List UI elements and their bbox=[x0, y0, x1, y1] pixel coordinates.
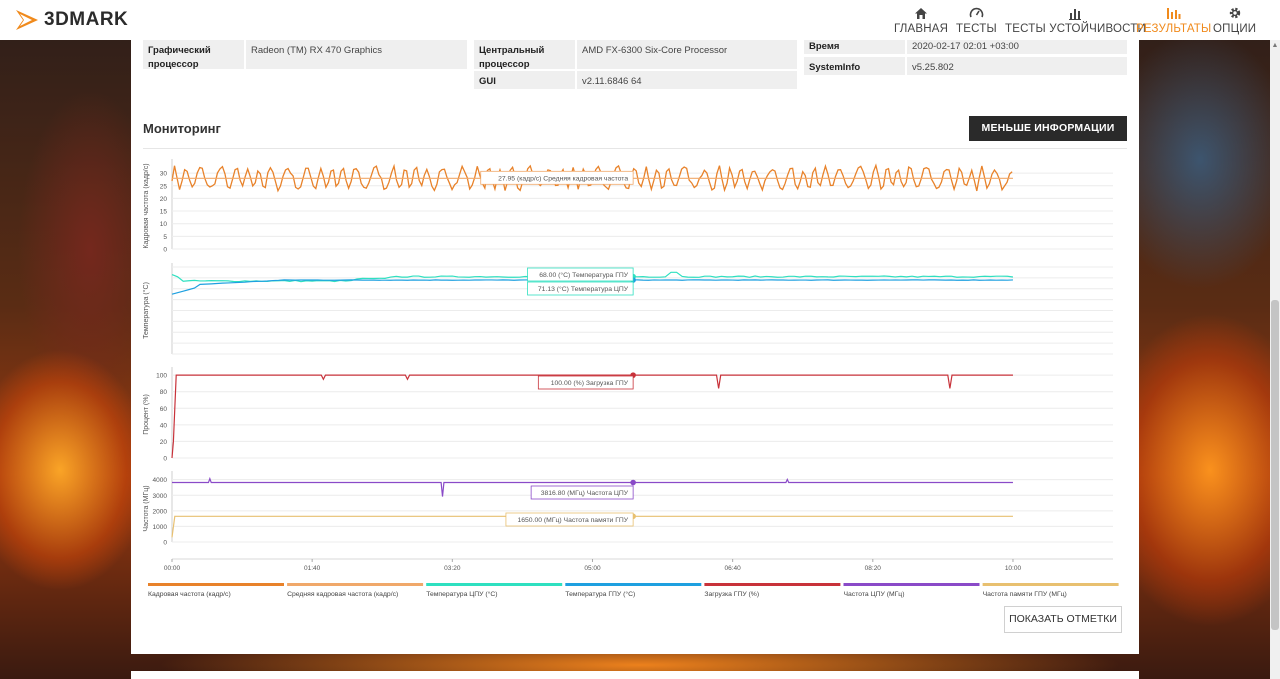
legend-label: Температура ГПУ (°C) bbox=[565, 590, 635, 598]
y-tick-label: 3000 bbox=[153, 493, 168, 500]
sysinfo-value: v5.25.802 bbox=[907, 57, 1127, 75]
monitoring-chart-svg: 0 5 10 15 20 25 30 Кадровая частота (кадр/с) 27.… bbox=[142, 159, 1119, 598]
y-tick-label: 15 bbox=[160, 209, 168, 216]
series-line bbox=[171, 374, 1013, 459]
y-axis-label: Процент (%) bbox=[143, 394, 150, 435]
y-tick-label: 1000 bbox=[153, 524, 168, 531]
legend-swatch bbox=[704, 583, 841, 586]
logo[interactable]: 3DMARK bbox=[14, 8, 128, 32]
nav-options[interactable]: ОПЦИИ bbox=[1213, 0, 1256, 35]
x-tick-label: 08:20 bbox=[865, 565, 882, 572]
stress-bars-icon bbox=[1068, 5, 1082, 21]
y-tick-label: 100 bbox=[156, 373, 167, 380]
legend-label: Кадровая частота (кадр/с) bbox=[148, 591, 231, 598]
y-tick-label: 0 bbox=[163, 247, 167, 254]
y-tick-label: 60 bbox=[160, 406, 168, 413]
tooltip-box bbox=[527, 267, 634, 282]
x-tick-label: 10:00 bbox=[1005, 565, 1022, 572]
y-tick-label: 80 bbox=[160, 389, 168, 396]
time-label: Время bbox=[804, 40, 905, 54]
y-tick-label: 40 bbox=[160, 422, 168, 429]
legend-swatch bbox=[843, 583, 980, 586]
legend-swatch bbox=[287, 583, 424, 586]
series-line bbox=[172, 476, 1013, 497]
tooltip-text: 1650.00 (МГц) Частота памяти ГПУ bbox=[517, 517, 628, 524]
tooltip-text: 100.00 (%) Загрузка ГПУ bbox=[551, 380, 629, 387]
cpu-value: AMD FX-6300 Six-Core Processor bbox=[577, 40, 797, 69]
tooltip-box bbox=[537, 375, 634, 390]
gui-label: GUI bbox=[474, 71, 575, 89]
nav-label: РЕЗУЛЬТАТЫ bbox=[1136, 23, 1212, 35]
x-tick-label: 03:20 bbox=[444, 565, 461, 572]
sysinfo-label: SystemInfo bbox=[804, 57, 905, 75]
y-tick-label: 20 bbox=[160, 196, 168, 203]
y-tick-label: 30 bbox=[160, 171, 168, 178]
next-panel bbox=[131, 671, 1139, 679]
gui-value: v2.11.6846 64 bbox=[577, 71, 797, 89]
monitoring-title: Мониторинг bbox=[143, 121, 221, 136]
y-tick-label: 25 bbox=[160, 183, 168, 190]
tooltip-text: 3816.80 (МГц) Частота ЦПУ bbox=[541, 490, 629, 497]
logo-flame-icon bbox=[16, 10, 38, 30]
tooltip-box bbox=[527, 281, 634, 296]
top-bar: 3DMARK ГЛАВНАЯ ТЕСТЫ ТЕСТЫ УСТОЙЧИВОСТИ … bbox=[0, 0, 1280, 40]
nav-label: ГЛАВНАЯ bbox=[894, 23, 949, 35]
legend-swatch bbox=[148, 583, 284, 586]
nav-label: ОПЦИИ bbox=[1213, 23, 1257, 35]
legend-label: Загрузка ГПУ (%) bbox=[704, 591, 759, 598]
y-tick-label: 0 bbox=[163, 456, 167, 463]
series-line bbox=[171, 515, 1013, 538]
marker-dot bbox=[630, 479, 636, 486]
tooltip-text: 27.95 (кадр/с) Средняя кадровая частота bbox=[498, 175, 628, 182]
nav-home[interactable]: ГЛАВНАЯ bbox=[894, 0, 948, 35]
legend-label: Частота памяти ГПУ (МГц) bbox=[983, 591, 1067, 598]
nav-results[interactable]: РЕЗУЛЬТАТЫ bbox=[1136, 0, 1211, 35]
monitoring-chart: 0 5 10 15 20 25 30 Кадровая частота (кадр/с) 27.… bbox=[142, 148, 1127, 600]
nav-stress-tests[interactable]: ТЕСТЫ УСТОЙЧИВОСТИ bbox=[1005, 0, 1146, 35]
y-tick-label: 0 bbox=[163, 540, 167, 547]
y-axis-label: Кадровая частота (кадр/с) bbox=[143, 163, 150, 248]
gpu-value: Radeon (TM) RX 470 Graphics bbox=[246, 40, 467, 69]
tooltip-text: 71.13 (°C) Температура ЦПУ bbox=[538, 285, 629, 293]
legend-label: Средняя кадровая частота (кадр/с) bbox=[287, 591, 398, 598]
tooltip-box bbox=[505, 512, 634, 527]
x-tick-label: 01:40 bbox=[304, 565, 321, 572]
y-axis-label: Температура (°C) bbox=[143, 282, 150, 339]
y-axis-label: Частота (МГц) bbox=[143, 485, 150, 531]
x-tick-label: 06:40 bbox=[725, 565, 742, 572]
legend-swatch bbox=[565, 583, 702, 586]
legend-swatch bbox=[982, 583, 1119, 586]
tooltip-box bbox=[530, 485, 634, 500]
y-tick-label: 5 bbox=[163, 234, 167, 241]
nav-tests[interactable]: ТЕСТЫ bbox=[956, 0, 997, 35]
results-panel bbox=[131, 40, 1139, 654]
gauge-icon bbox=[969, 5, 984, 21]
nav-label: ТЕСТЫ bbox=[956, 23, 997, 35]
legend-label: Частота ЦПУ (МГц) bbox=[844, 591, 905, 598]
legend-swatch bbox=[426, 583, 563, 586]
home-icon bbox=[914, 5, 928, 21]
results-bars-icon bbox=[1166, 5, 1181, 21]
show-marks-button[interactable]: ПОКАЗАТЬ ОТМЕТКИ bbox=[1004, 606, 1122, 633]
legend-label: Температура ЦПУ (°C) bbox=[426, 590, 497, 598]
y-tick-label: 4000 bbox=[153, 477, 168, 484]
scrollbar-thumb[interactable] bbox=[1271, 300, 1279, 630]
less-info-button[interactable]: МЕНЬШЕ ИНФОРМАЦИИ bbox=[969, 116, 1127, 141]
x-tick-label: 00:00 bbox=[164, 565, 181, 572]
time-value: 2020-02-17 02:01 +03:00 bbox=[907, 40, 1127, 54]
logo-text: 3DMARK bbox=[44, 9, 129, 30]
tooltip-text: 68.00 (°C) Температура ГПУ bbox=[539, 271, 629, 279]
x-tick-label: 05:00 bbox=[584, 565, 601, 572]
tooltip-box bbox=[480, 170, 634, 185]
y-tick-label: 10 bbox=[160, 221, 168, 228]
gear-icon bbox=[1228, 5, 1242, 21]
scroll-up-arrow-icon[interactable]: ▲ bbox=[1271, 42, 1279, 49]
gpu-label: Графический процессор bbox=[143, 40, 244, 70]
cpu-label: Центральный процессор bbox=[474, 40, 575, 70]
y-tick-label: 2000 bbox=[153, 508, 168, 515]
nav-label: ТЕСТЫ УСТОЙЧИВОСТИ bbox=[1005, 23, 1146, 35]
y-tick-label: 20 bbox=[160, 439, 168, 446]
